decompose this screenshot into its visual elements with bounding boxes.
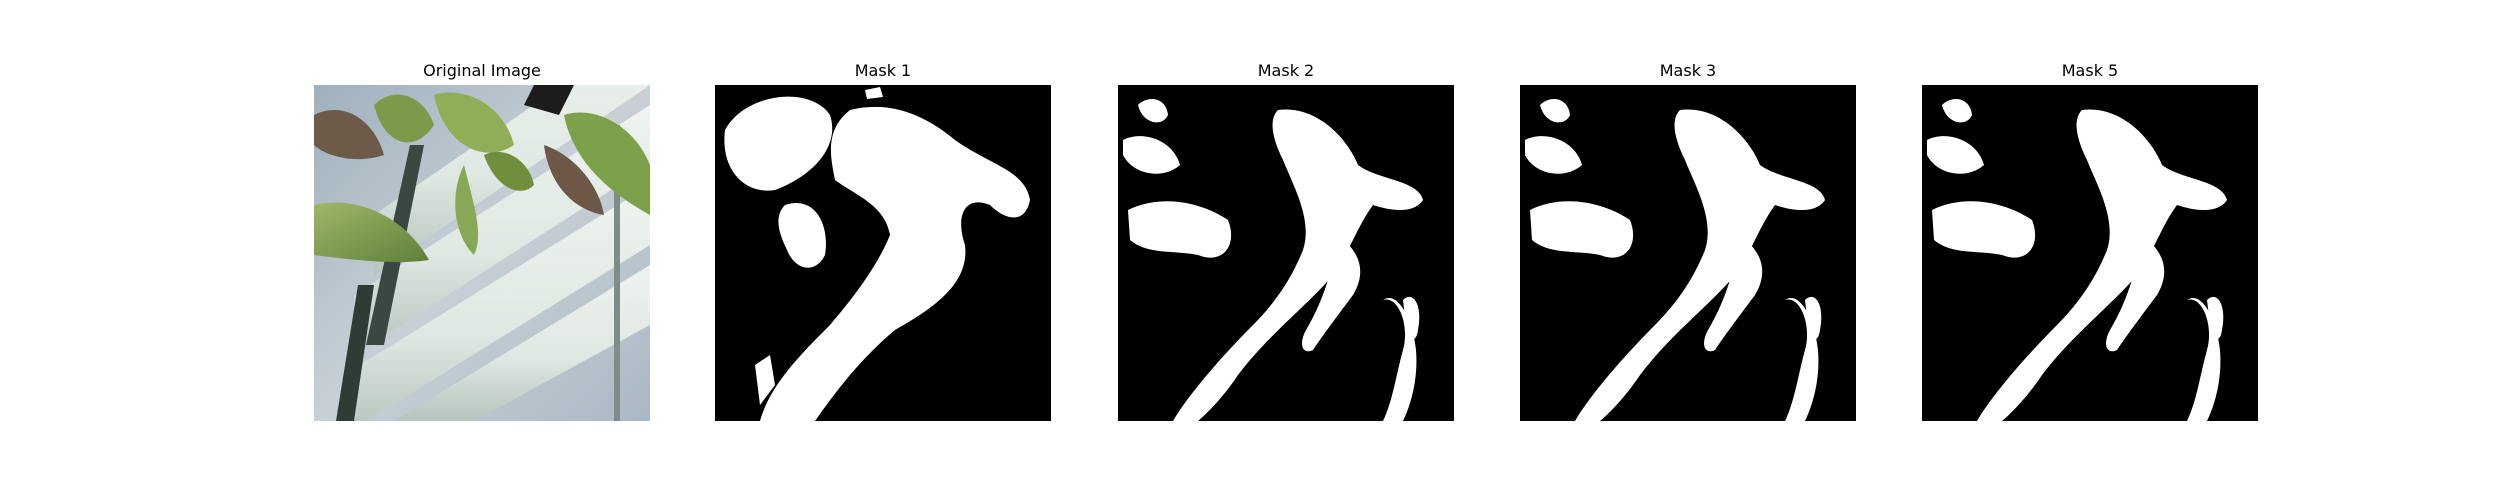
- mask-3-image: [1520, 85, 1856, 421]
- panel-mask-1: Mask 1: [715, 58, 1051, 421]
- panel-title: Mask 3: [1659, 61, 1717, 80]
- mask-2-image: [1118, 85, 1454, 421]
- panel-title: Mask 2: [1257, 61, 1315, 80]
- panel-title: Original Image: [423, 61, 541, 80]
- panel-title: Mask 5: [2061, 61, 2119, 80]
- panel-mask-3: Mask 3: [1520, 58, 1856, 421]
- panel-mask-2: Mask 2: [1118, 58, 1454, 421]
- mask-5-image: [1922, 85, 2258, 421]
- mask-1-image: [715, 85, 1051, 421]
- panel-title: Mask 1: [854, 61, 912, 80]
- panel-original: Original Image: [314, 58, 650, 421]
- original-image: [314, 85, 650, 421]
- panel-mask-5: Mask 5: [1922, 58, 2258, 421]
